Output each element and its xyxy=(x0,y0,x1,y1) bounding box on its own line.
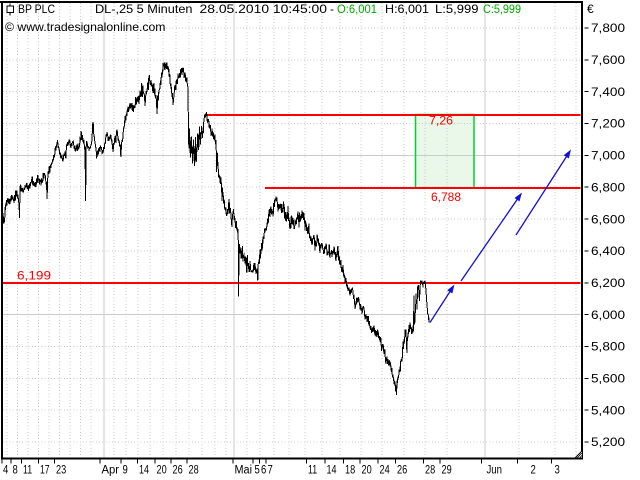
svg-text:6,200: 6,200 xyxy=(591,276,625,290)
svg-text:28: 28 xyxy=(189,465,199,477)
svg-text:-: - xyxy=(330,2,334,16)
svg-text:23: 23 xyxy=(56,465,66,477)
svg-text:20: 20 xyxy=(157,465,167,477)
svg-text:5: 5 xyxy=(255,465,260,477)
svg-text:14: 14 xyxy=(139,465,149,477)
svg-text:17: 17 xyxy=(40,465,50,477)
svg-text:28: 28 xyxy=(425,465,435,477)
svg-text:6,199: 6,199 xyxy=(17,269,51,283)
svg-text:DL-,25 5 Minuten: DL-,25 5 Minuten xyxy=(95,2,193,16)
svg-text:7,400: 7,400 xyxy=(591,85,625,99)
svg-text:L:5,999: L:5,999 xyxy=(435,2,479,16)
svg-text:6: 6 xyxy=(261,465,266,477)
svg-text:9: 9 xyxy=(123,465,128,477)
svg-text:3: 3 xyxy=(555,465,560,477)
svg-text:7,800: 7,800 xyxy=(591,21,625,35)
svg-text:26: 26 xyxy=(173,465,183,477)
svg-text:24: 24 xyxy=(380,465,391,477)
svg-text:11: 11 xyxy=(23,465,32,477)
svg-text:5,200: 5,200 xyxy=(591,435,625,449)
svg-text:C:5,999: C:5,999 xyxy=(483,2,521,16)
svg-text:2: 2 xyxy=(531,465,536,477)
svg-text:14: 14 xyxy=(327,465,337,477)
svg-text:BP PLC: BP PLC xyxy=(18,2,55,16)
svg-text:5,800: 5,800 xyxy=(591,340,625,354)
svg-text:H:6,001: H:6,001 xyxy=(385,2,429,16)
svg-text:Mai: Mai xyxy=(235,465,253,477)
svg-text:8: 8 xyxy=(13,465,18,477)
svg-text:6,788: 6,788 xyxy=(431,190,461,204)
svg-text:7,26: 7,26 xyxy=(429,114,453,128)
svg-text:7: 7 xyxy=(268,465,273,477)
svg-text:Apr: Apr xyxy=(102,465,120,477)
svg-text:6,000: 6,000 xyxy=(591,308,625,322)
svg-text:7,000: 7,000 xyxy=(591,149,625,163)
svg-text:18: 18 xyxy=(345,465,355,477)
svg-text:O:6,001: O:6,001 xyxy=(337,2,377,16)
svg-text:6,800: 6,800 xyxy=(591,180,625,194)
svg-text:© www.tradesignalonline.com: © www.tradesignalonline.com xyxy=(5,20,166,34)
svg-text:11: 11 xyxy=(308,465,317,477)
svg-text:Jun: Jun xyxy=(487,465,503,477)
svg-text:7,200: 7,200 xyxy=(591,117,625,131)
svg-text:28.05.2010 10:45:00: 28.05.2010 10:45:00 xyxy=(200,2,328,16)
svg-text:20: 20 xyxy=(362,465,372,477)
svg-text:26: 26 xyxy=(397,465,407,477)
svg-text:5,600: 5,600 xyxy=(591,372,625,386)
svg-text:4: 4 xyxy=(3,465,9,477)
svg-text:€: € xyxy=(587,2,594,16)
svg-text:7,600: 7,600 xyxy=(591,53,625,67)
svg-text:6,400: 6,400 xyxy=(591,244,625,258)
svg-text:5,400: 5,400 xyxy=(591,403,625,417)
svg-text:6,600: 6,600 xyxy=(591,212,625,226)
svg-text:29: 29 xyxy=(442,465,452,477)
